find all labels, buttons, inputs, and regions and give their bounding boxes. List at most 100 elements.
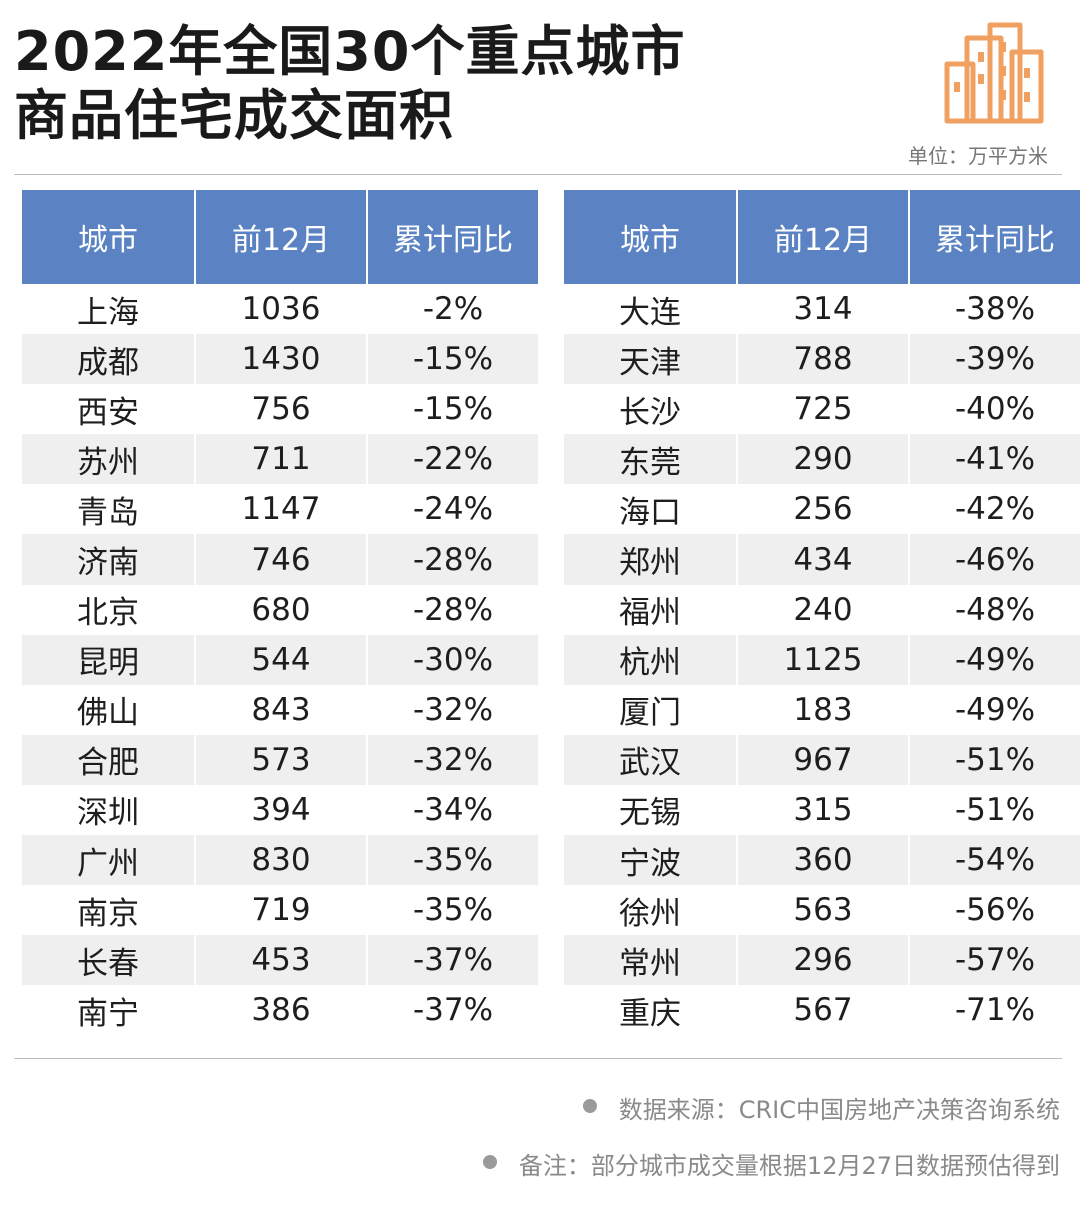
table-row: 重庆 567 -71%: [564, 985, 1080, 1036]
cell-area: 756: [194, 384, 366, 435]
cell-city: 合肥: [22, 734, 194, 785]
source-note-text: 数据来源：CRIC中国房地产决策咨询系统: [618, 1096, 1060, 1124]
table-row: 佛山 843 -32%: [22, 684, 538, 735]
cell-area: 1430: [194, 334, 366, 385]
cell-yoy: -28%: [366, 534, 538, 585]
bottom-divider: [14, 1058, 1062, 1059]
table-header-row: 城市 前12月 累计同比: [22, 190, 538, 284]
cell-area: 830: [194, 835, 366, 886]
table-row: 深圳 394 -34%: [22, 784, 538, 836]
cell-area: 843: [194, 684, 366, 735]
cell-city: 成都: [22, 334, 194, 385]
cell-city: 大连: [619, 294, 681, 331]
cell-yoy: -57%: [908, 935, 1080, 986]
cell-city: 常州: [564, 935, 736, 986]
left-data-table: 城市 前12月 累计同比 上海 1036 -2% 成都 1430 -15% 西安 756 -15…: [22, 190, 538, 1036]
cell-city: 天津: [564, 334, 736, 385]
source-note: 数据来源：CRIC中国房地产决策咨询系统: [582, 1090, 1060, 1125]
cell-city: 南宁: [77, 995, 139, 1032]
cell-city: 海口: [619, 494, 681, 531]
table-row: 济南 746 -28%: [22, 534, 538, 585]
table-row: 合肥 573 -32%: [22, 734, 538, 785]
cell-area: 788: [736, 334, 908, 385]
cell-area: 453: [194, 935, 366, 986]
cell-yoy: -15%: [366, 334, 538, 385]
cell-yoy: -49%: [908, 634, 1080, 685]
cell-yoy: -22%: [366, 434, 538, 485]
cell-yoy: -42%: [908, 484, 1080, 535]
cell-area: 256: [736, 484, 908, 535]
cell-area: 1036: [194, 284, 366, 335]
cell-area: 967: [736, 734, 908, 785]
cell-area: 360: [736, 835, 908, 886]
left-table-body: 上海 1036 -2% 成都 1430 -15% 西安 756 -15% 苏州 711 -22% 青岛 1…: [22, 284, 538, 1036]
table-row: 杭州 1125 -49%: [564, 634, 1080, 685]
cell-yoy: -51%: [908, 784, 1080, 836]
cell-city: 宁波: [564, 835, 736, 886]
remark-note-text: 备注：部分城市成交量根据12月27日数据预估得到: [518, 1152, 1060, 1180]
cell-city: 杭州: [564, 634, 736, 685]
table-row: 成都 1430 -15%: [22, 334, 538, 385]
page-title: 2022年全国30个重点城市 商品住宅成交面积: [14, 20, 685, 148]
header-area: 前12月: [736, 190, 908, 284]
cell-city: 东莞: [564, 434, 736, 485]
table-row: 福州 240 -48%: [564, 584, 1080, 635]
table-row: 广州 830 -35%: [22, 835, 538, 886]
cell-area: 315: [736, 784, 908, 836]
cell-city: 佛山: [77, 695, 139, 732]
cell-city: 无锡: [619, 795, 681, 832]
cell-yoy: -30%: [366, 634, 538, 685]
table-row: 常州 296 -57%: [564, 935, 1080, 986]
table-row: 长春 453 -37%: [22, 935, 538, 986]
cell-city: 厦门: [619, 695, 681, 732]
right-table-body: 大连 314 -38% 天津 788 -39% 长沙 725 -40% 东莞 290 -41% 海口 25…: [564, 284, 1080, 1036]
cell-area: 1125: [736, 634, 908, 685]
cell-yoy: -40%: [908, 384, 1080, 435]
header-yoy: 累计同比: [908, 190, 1080, 284]
cell-yoy: -34%: [366, 784, 538, 836]
table-row: 无锡 315 -51%: [564, 784, 1080, 836]
cell-yoy: -54%: [908, 835, 1080, 886]
table-row: 大连 314 -38%: [564, 284, 1080, 335]
cell-area: 434: [736, 534, 908, 585]
cell-yoy: -48%: [908, 584, 1080, 635]
cell-yoy: -2%: [366, 284, 538, 335]
unit-label: 单位：万平方米: [908, 144, 1048, 168]
cell-yoy: -71%: [908, 985, 1080, 1036]
cell-city: 徐州: [619, 895, 681, 932]
cell-yoy: -15%: [366, 384, 538, 435]
cell-city: 昆明: [22, 634, 194, 685]
cell-city: 北京: [77, 595, 139, 632]
cell-yoy: -32%: [366, 684, 538, 735]
cell-city: 长沙: [619, 394, 681, 431]
cell-yoy: -46%: [908, 534, 1080, 585]
table-row: 南京 719 -35%: [22, 885, 538, 936]
table-row: 西安 756 -15%: [22, 384, 538, 435]
cell-city: 苏州: [22, 434, 194, 485]
table-row: 海口 256 -42%: [564, 484, 1080, 535]
title-line-1: 2022年全国30个重点城市: [14, 20, 686, 83]
cell-area: 296: [736, 935, 908, 986]
right-data-table: 城市 前12月 累计同比 大连 314 -38% 天津 788 -39% 长沙 725 -40%…: [564, 190, 1080, 1036]
table-row: 郑州 434 -46%: [564, 534, 1080, 585]
cell-yoy: -39%: [908, 334, 1080, 385]
cell-yoy: -37%: [366, 985, 538, 1036]
cell-yoy: -51%: [908, 734, 1080, 785]
title-line-2: 商品住宅成交面积: [14, 84, 454, 147]
header-city: 城市: [22, 190, 194, 284]
cell-area: 240: [736, 584, 908, 635]
bullet-dot-icon: [482, 1154, 497, 1169]
table-row: 东莞 290 -41%: [564, 434, 1080, 485]
table-row: 长沙 725 -40%: [564, 384, 1080, 435]
cell-area: 394: [194, 784, 366, 836]
table-row: 厦门 183 -49%: [564, 684, 1080, 735]
table-row: 北京 680 -28%: [22, 584, 538, 635]
cell-area: 563: [736, 885, 908, 936]
cell-yoy: -41%: [908, 434, 1080, 485]
cell-area: 386: [194, 985, 366, 1036]
buildings-icon: [944, 22, 1044, 124]
cell-area: 290: [736, 434, 908, 485]
cell-city: 西安: [77, 394, 139, 431]
cell-yoy: -56%: [908, 885, 1080, 936]
cell-area: 746: [194, 534, 366, 585]
